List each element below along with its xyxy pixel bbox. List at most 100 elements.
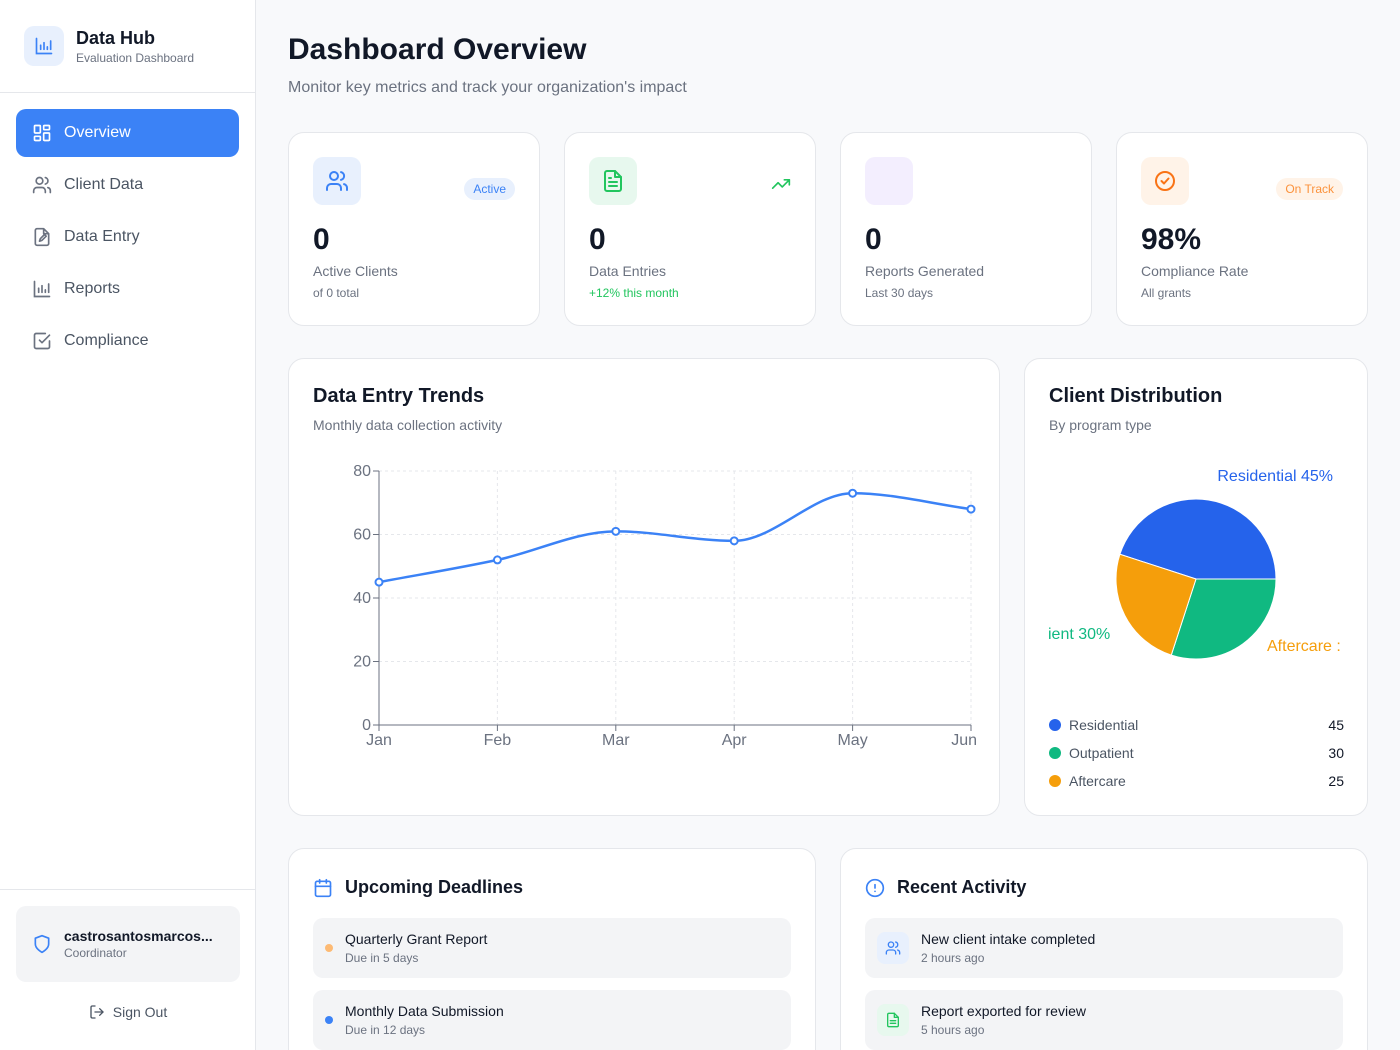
x-tick-label: Jun xyxy=(951,732,977,749)
panel-subtitle: Monthly data collection activity xyxy=(313,417,503,433)
data-entry-trends-card: Data Entry Trends Monthly data collectio… xyxy=(288,358,1000,816)
stat-card-data-entries: 0 Data Entries +12% this month xyxy=(564,132,816,326)
y-tick-label: 80 xyxy=(353,463,371,480)
y-tick-label: 40 xyxy=(353,590,371,607)
legend-item-residential: Residential 45 xyxy=(1049,715,1344,735)
stat-subtext: of 0 total xyxy=(313,286,360,300)
deadline-item[interactable]: Quarterly Grant Report Due in 5 days xyxy=(313,918,791,978)
sidebar-item-label: Compliance xyxy=(64,332,149,349)
legend-dot xyxy=(1049,747,1061,759)
calendar-icon xyxy=(313,878,333,898)
data-point xyxy=(374,577,384,587)
y-tick-label: 0 xyxy=(362,717,371,734)
pie-slice xyxy=(1119,498,1277,580)
panel-subtitle: By program type xyxy=(1049,417,1152,433)
stat-card-compliance-rate: On Track 98% Compliance Rate All grants xyxy=(1116,132,1368,326)
brand-title: Data Hub xyxy=(76,28,156,48)
legend-item-outpatient: Outpatient 30 xyxy=(1049,743,1344,763)
activity-title: New client intake completed xyxy=(921,931,1096,947)
data-point xyxy=(966,504,976,514)
stat-subtext: All grants xyxy=(1141,286,1192,300)
sidebar-item-label: Client Data xyxy=(64,176,144,193)
user-card[interactable]: castrosantosmarcos... Coordinator xyxy=(16,906,240,982)
deadline-title: Monthly Data Submission xyxy=(345,1003,504,1019)
sidebar-item-label: Overview xyxy=(64,124,131,141)
page-subtitle: Monitor key metrics and track your organ… xyxy=(288,79,687,96)
activity-title: Report exported for review xyxy=(921,1003,1086,1019)
sidebar-item-label: Reports xyxy=(64,280,121,297)
data-point xyxy=(492,555,502,565)
x-tick-label: Feb xyxy=(484,732,512,749)
y-tick-label: 60 xyxy=(353,527,371,544)
legend-value: 30 xyxy=(1328,745,1344,761)
legend-item-aftercare: Aftercare 25 xyxy=(1049,771,1344,791)
data-point xyxy=(611,526,621,536)
stat-card-reports-generated: 0 Reports Generated Last 30 days xyxy=(840,132,1092,326)
x-tick-label: Apr xyxy=(722,732,748,749)
alert-circle-icon xyxy=(865,878,885,898)
file-text-icon xyxy=(877,1004,909,1036)
client-distribution-card: Client Distribution By program type Resi… xyxy=(1024,358,1368,816)
stat-value: 0 xyxy=(865,223,882,256)
panel-title: Data Entry Trends xyxy=(313,385,485,407)
users-icon xyxy=(313,157,361,205)
check-circle-icon xyxy=(1141,157,1189,205)
data-point xyxy=(848,488,858,498)
x-tick-label: May xyxy=(837,732,867,749)
report-icon xyxy=(865,157,913,205)
legend-label: Aftercare xyxy=(1069,773,1126,789)
file-edit-icon xyxy=(32,227,52,247)
status-dot xyxy=(325,944,333,952)
user-name: castrosantosmarcos... xyxy=(64,928,213,944)
status-dot xyxy=(325,1016,333,1024)
deadline-item[interactable]: Monthly Data Submission Due in 12 days xyxy=(313,990,791,1050)
sidebar: Data Hub Evaluation Dashboard Overview C… xyxy=(0,0,256,1050)
file-text-icon xyxy=(589,157,637,205)
user-role: Coordinator xyxy=(64,946,127,960)
activity-time: 2 hours ago xyxy=(921,951,985,965)
status-badge: On Track xyxy=(1276,178,1343,200)
stat-label: Reports Generated xyxy=(865,263,985,279)
shield-icon xyxy=(32,934,52,954)
series-line xyxy=(378,491,972,584)
sign-out-button[interactable]: Sign Out xyxy=(16,1004,240,1020)
stat-value: 0 xyxy=(589,223,606,256)
line-chart: 0 20 40 60 80 Jan Feb Mar Apr May Jun xyxy=(353,463,977,749)
panel-title: Client Distribution xyxy=(1049,385,1223,407)
sidebar-item-overview[interactable]: Overview xyxy=(16,109,239,157)
stat-value: 98% xyxy=(1141,223,1202,256)
grid-icon xyxy=(32,123,52,143)
data-point xyxy=(729,536,739,546)
check-square-icon xyxy=(32,331,52,351)
sidebar-item-compliance[interactable]: Compliance xyxy=(16,317,239,365)
pie-label: Residential 45% xyxy=(1217,468,1333,485)
legend-value: 45 xyxy=(1328,717,1344,733)
bar-chart-icon xyxy=(24,26,64,66)
pie-chart: Residential 45% ient 30% Aftercare : xyxy=(1048,468,1341,660)
activity-item[interactable]: Report exported for review 5 hours ago xyxy=(865,990,1343,1050)
panel-title: Upcoming Deadlines xyxy=(345,877,524,897)
recent-activity-card: Recent Activity New client intake comple… xyxy=(840,848,1368,1050)
legend-label: Residential xyxy=(1069,717,1139,733)
panel-title: Recent Activity xyxy=(897,877,1027,897)
trending-up-icon xyxy=(771,179,791,189)
stat-card-active-clients: Active 0 Active Clients of 0 total xyxy=(288,132,540,326)
stat-label: Compliance Rate xyxy=(1141,263,1249,279)
sidebar-item-client-data[interactable]: Client Data xyxy=(16,161,239,209)
deadline-due: Due in 5 days xyxy=(345,951,419,965)
sidebar-item-reports[interactable]: Reports xyxy=(16,265,239,313)
y-tick-label: 20 xyxy=(353,654,371,671)
legend-dot xyxy=(1049,719,1061,731)
brand-subtitle: Evaluation Dashboard xyxy=(76,51,195,65)
legend-value: 25 xyxy=(1328,773,1344,789)
upcoming-deadlines-card: Upcoming Deadlines Quarterly Grant Repor… xyxy=(288,848,816,1050)
pie-label: Aftercare : xyxy=(1267,638,1341,655)
deadline-due: Due in 12 days xyxy=(345,1023,426,1037)
sidebar-item-data-entry[interactable]: Data Entry xyxy=(16,213,239,261)
bar-chart-icon xyxy=(32,279,52,299)
legend-label: Outpatient xyxy=(1069,745,1134,761)
sidebar-footer: castrosantosmarcos... Coordinator Sign O… xyxy=(0,889,256,1050)
stat-value: 0 xyxy=(313,223,330,256)
activity-item[interactable]: New client intake completed 2 hours ago xyxy=(865,918,1343,978)
pie-slice xyxy=(1170,578,1277,660)
